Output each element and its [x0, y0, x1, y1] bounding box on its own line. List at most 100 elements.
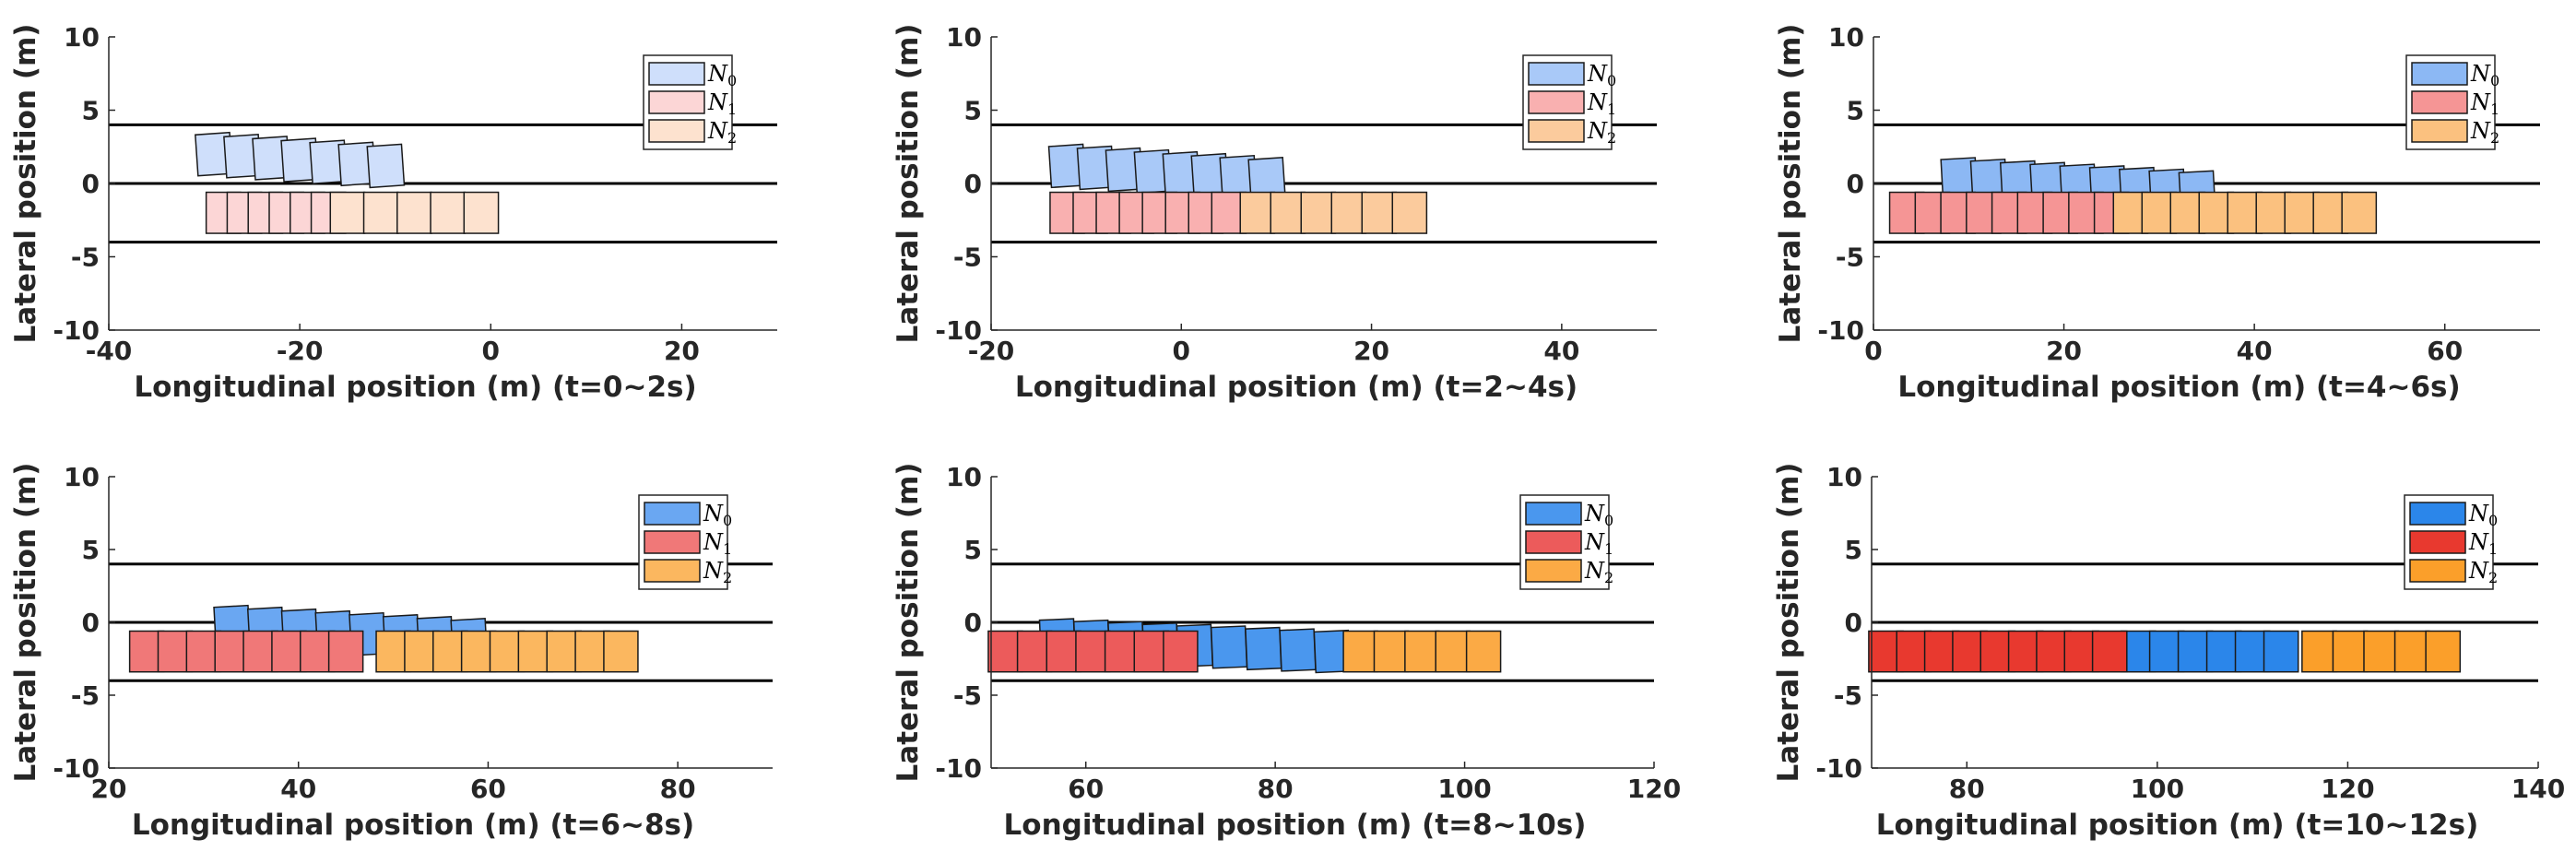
y-tick-label: 10	[946, 22, 982, 53]
car-marker	[1075, 630, 1111, 673]
car-marker	[1270, 191, 1306, 234]
y-axis-label: Lateral position (m)	[9, 24, 42, 344]
series-n1	[128, 630, 364, 673]
legend-entry: N1	[2468, 529, 2498, 558]
y-axis-label: Lateral position (m)	[1772, 463, 1805, 783]
legend-swatch	[1528, 119, 1585, 143]
series-n1	[1868, 630, 2128, 673]
y-tick-label: -5	[71, 680, 100, 711]
series-n2	[1342, 630, 1502, 673]
x-axis-label: Longitudinal position (m) (t=4~6s)	[1897, 371, 2460, 404]
chart-panel-4: 20 40 60 80 10 5 0 -5 -10 Longitudinal position (…	[9, 462, 773, 842]
y-tick-label: 5	[964, 535, 982, 565]
car-marker	[2363, 630, 2399, 673]
x-tick-label: 120	[1627, 774, 1681, 804]
x-tick-label: 40	[280, 774, 316, 804]
x-axis-label: Longitudinal position (m) (t=2~4s)	[1015, 371, 1578, 404]
y-tick-label: 10	[1826, 462, 1862, 492]
y-tick-label: 0	[964, 608, 982, 638]
x-tick-label: 20	[2046, 336, 2082, 366]
y-tick-label: -5	[953, 242, 982, 273]
legend-swatch	[2409, 559, 2466, 583]
legend-entry: N1	[2470, 89, 2499, 118]
x-tick-label: 0	[482, 336, 500, 366]
car-marker	[1465, 630, 1502, 673]
car-marker	[1404, 630, 1440, 673]
car-marker	[327, 630, 364, 673]
legend-swatch	[2411, 90, 2468, 114]
legend-entry: N1	[1584, 529, 1613, 558]
car-marker	[1279, 628, 1317, 672]
chart-panel-3: 0 20 40 60 10 5 0 -5 -10 Longitudinal position (m…	[1774, 22, 2540, 404]
y-tick-label: -10	[1817, 315, 1864, 346]
car-marker	[1373, 630, 1410, 673]
y-tick-label: 10	[946, 462, 982, 492]
y-tick-label: 0	[964, 169, 982, 199]
y-tick-label: 0	[1845, 608, 1862, 638]
y-tick-label: 10	[64, 22, 100, 53]
y-tick-label: -10	[935, 315, 982, 346]
x-axis-label: Longitudinal position (m) (t=8~10s)	[1004, 809, 1587, 842]
x-tick-label: 60	[1068, 774, 1104, 804]
series-n0	[195, 131, 406, 189]
y-axis-label: Lateral position (m)	[9, 463, 42, 783]
legend-swatch	[644, 530, 701, 554]
x-tick-label: 40	[2237, 336, 2273, 366]
legend-swatch	[2409, 530, 2466, 554]
car-marker	[1300, 191, 1337, 234]
y-tick-label: -5	[1836, 242, 1864, 273]
car-marker	[2263, 630, 2299, 673]
car-marker	[1210, 625, 1248, 669]
x-axis-label: Longitudinal position (m) (t=10~12s)	[1876, 809, 2478, 842]
x-tick-label: 20	[1353, 336, 1389, 366]
y-tick-label: -5	[953, 680, 982, 711]
x-tick-label: -20	[968, 336, 1015, 366]
legend-entry: N2	[2468, 558, 2498, 586]
x-tick-label: 20	[664, 336, 700, 366]
y-tick-label: 0	[82, 169, 100, 199]
car-marker	[430, 191, 467, 234]
x-tick-label: 0	[1864, 336, 1882, 366]
car-marker	[1435, 630, 1471, 673]
y-tick-label: -5	[71, 242, 100, 273]
x-tick-label: 120	[2321, 774, 2374, 804]
legend-entry: N2	[1587, 118, 1616, 147]
y-tick-label: 5	[964, 96, 982, 126]
car-marker	[2301, 630, 2337, 673]
series-n2	[1239, 191, 1428, 234]
x-tick-label: 80	[1258, 774, 1294, 804]
series-n2	[375, 630, 639, 673]
legend-entry: N1	[703, 529, 732, 558]
y-tick-label: 10	[64, 462, 100, 492]
car-marker	[329, 191, 366, 234]
y-tick-label: -10	[1815, 753, 1862, 784]
legend-entry: N2	[703, 558, 732, 586]
x-tick-label: 60	[2427, 336, 2463, 366]
car-marker	[1245, 626, 1282, 671]
car-marker	[2341, 191, 2378, 234]
legend-swatch	[2411, 62, 2468, 86]
x-tick-label: 40	[1543, 336, 1579, 366]
legend-swatch	[1525, 559, 1582, 583]
car-marker	[396, 191, 432, 234]
x-tick-label: 100	[2131, 774, 2184, 804]
car-marker	[2091, 630, 2128, 673]
car-marker	[463, 191, 500, 234]
x-tick-label: 60	[470, 774, 506, 804]
y-tick-label: 10	[1828, 22, 1864, 53]
series-n1	[987, 630, 1199, 673]
series-n1	[1888, 191, 2130, 234]
legend-swatch	[644, 559, 701, 583]
legend-swatch	[644, 502, 701, 526]
y-tick-label: -10	[53, 315, 100, 346]
car-marker	[1133, 630, 1169, 673]
series-n2	[2301, 630, 2462, 673]
y-tick-label: -10	[53, 753, 100, 784]
y-axis-label: Lateral position (m)	[892, 463, 925, 783]
x-tick-label: -20	[277, 336, 324, 366]
car-marker	[1330, 191, 1367, 234]
legend-swatch	[648, 62, 705, 86]
